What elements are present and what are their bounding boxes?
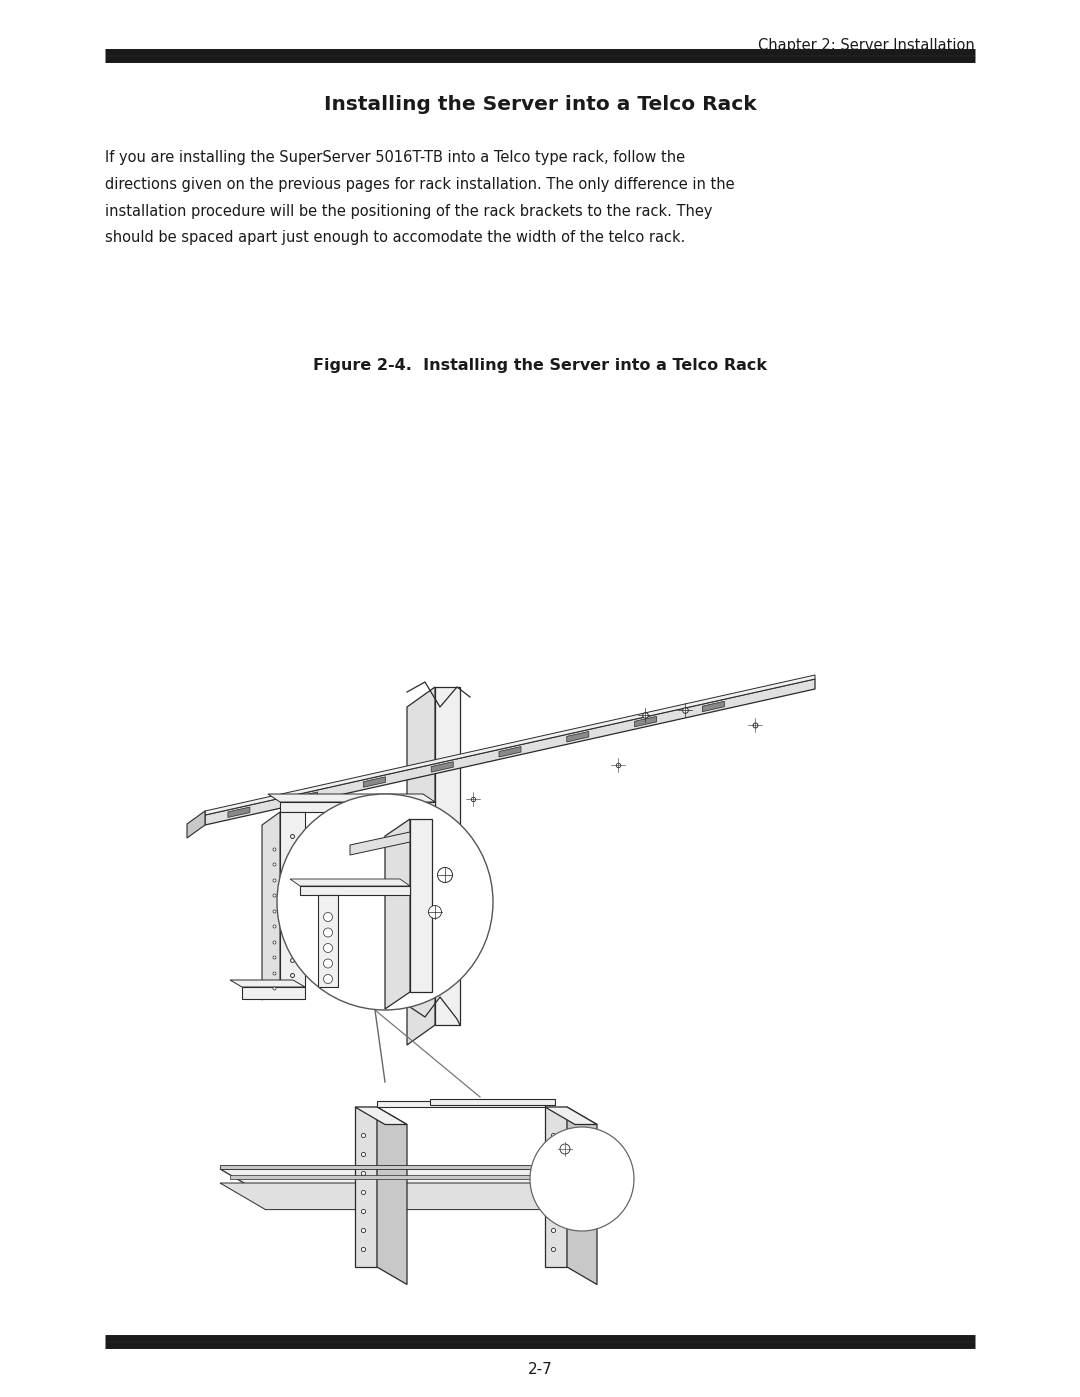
Polygon shape: [430, 1099, 555, 1105]
Polygon shape: [220, 1169, 591, 1196]
Text: directions given on the previous pages for rack installation. The only differenc: directions given on the previous pages f…: [105, 177, 734, 191]
Polygon shape: [407, 687, 435, 1045]
Circle shape: [561, 1144, 570, 1154]
Text: If you are installing the SuperServer 5016T-TB into a Telco type rack, follow th: If you are installing the SuperServer 50…: [105, 149, 685, 165]
Polygon shape: [355, 1106, 407, 1125]
Polygon shape: [220, 1165, 545, 1169]
Circle shape: [324, 943, 333, 953]
Polygon shape: [205, 675, 815, 814]
Polygon shape: [300, 886, 410, 895]
Circle shape: [437, 868, 453, 883]
Polygon shape: [545, 1106, 597, 1125]
Polygon shape: [545, 1106, 567, 1267]
Polygon shape: [431, 761, 454, 773]
Polygon shape: [364, 777, 386, 788]
Polygon shape: [280, 812, 305, 988]
Circle shape: [324, 975, 333, 983]
Text: Installing the Server into a Telco Rack: Installing the Server into a Telco Rack: [324, 95, 756, 115]
Polygon shape: [285, 900, 302, 905]
Polygon shape: [410, 819, 432, 992]
Polygon shape: [285, 919, 302, 925]
Circle shape: [429, 905, 442, 918]
Text: Chapter 2: Server Installation: Chapter 2: Server Installation: [758, 38, 975, 53]
Polygon shape: [567, 732, 589, 742]
Circle shape: [276, 793, 492, 1010]
Polygon shape: [230, 1175, 545, 1179]
Polygon shape: [435, 687, 460, 1025]
Polygon shape: [377, 1106, 407, 1284]
Text: Figure 2-4.  Installing the Server into a Telco Rack: Figure 2-4. Installing the Server into a…: [313, 358, 767, 373]
Polygon shape: [635, 717, 657, 726]
Text: should be spaced apart just enough to accomodate the width of the telco rack.: should be spaced apart just enough to ac…: [105, 231, 686, 246]
Polygon shape: [230, 981, 305, 988]
Polygon shape: [545, 1169, 591, 1210]
Polygon shape: [318, 895, 338, 988]
Polygon shape: [702, 701, 725, 711]
Circle shape: [324, 912, 333, 922]
Circle shape: [324, 928, 333, 937]
Polygon shape: [355, 1106, 377, 1267]
Polygon shape: [377, 1101, 545, 1106]
Circle shape: [530, 1127, 634, 1231]
Polygon shape: [187, 812, 205, 838]
Polygon shape: [285, 909, 302, 915]
Polygon shape: [205, 679, 815, 826]
Polygon shape: [499, 746, 521, 757]
Polygon shape: [268, 793, 435, 802]
Polygon shape: [220, 1183, 591, 1210]
Polygon shape: [567, 1106, 597, 1284]
Polygon shape: [384, 819, 410, 1009]
Polygon shape: [296, 792, 318, 802]
Polygon shape: [242, 988, 305, 999]
Polygon shape: [291, 879, 410, 886]
Polygon shape: [262, 812, 280, 1000]
Polygon shape: [350, 833, 410, 855]
Text: 2-7: 2-7: [528, 1362, 552, 1376]
Circle shape: [324, 958, 333, 968]
Polygon shape: [228, 807, 249, 817]
Text: installation procedure will be the positioning of the rack brackets to the rack.: installation procedure will be the posit…: [105, 204, 713, 218]
Polygon shape: [280, 802, 435, 812]
